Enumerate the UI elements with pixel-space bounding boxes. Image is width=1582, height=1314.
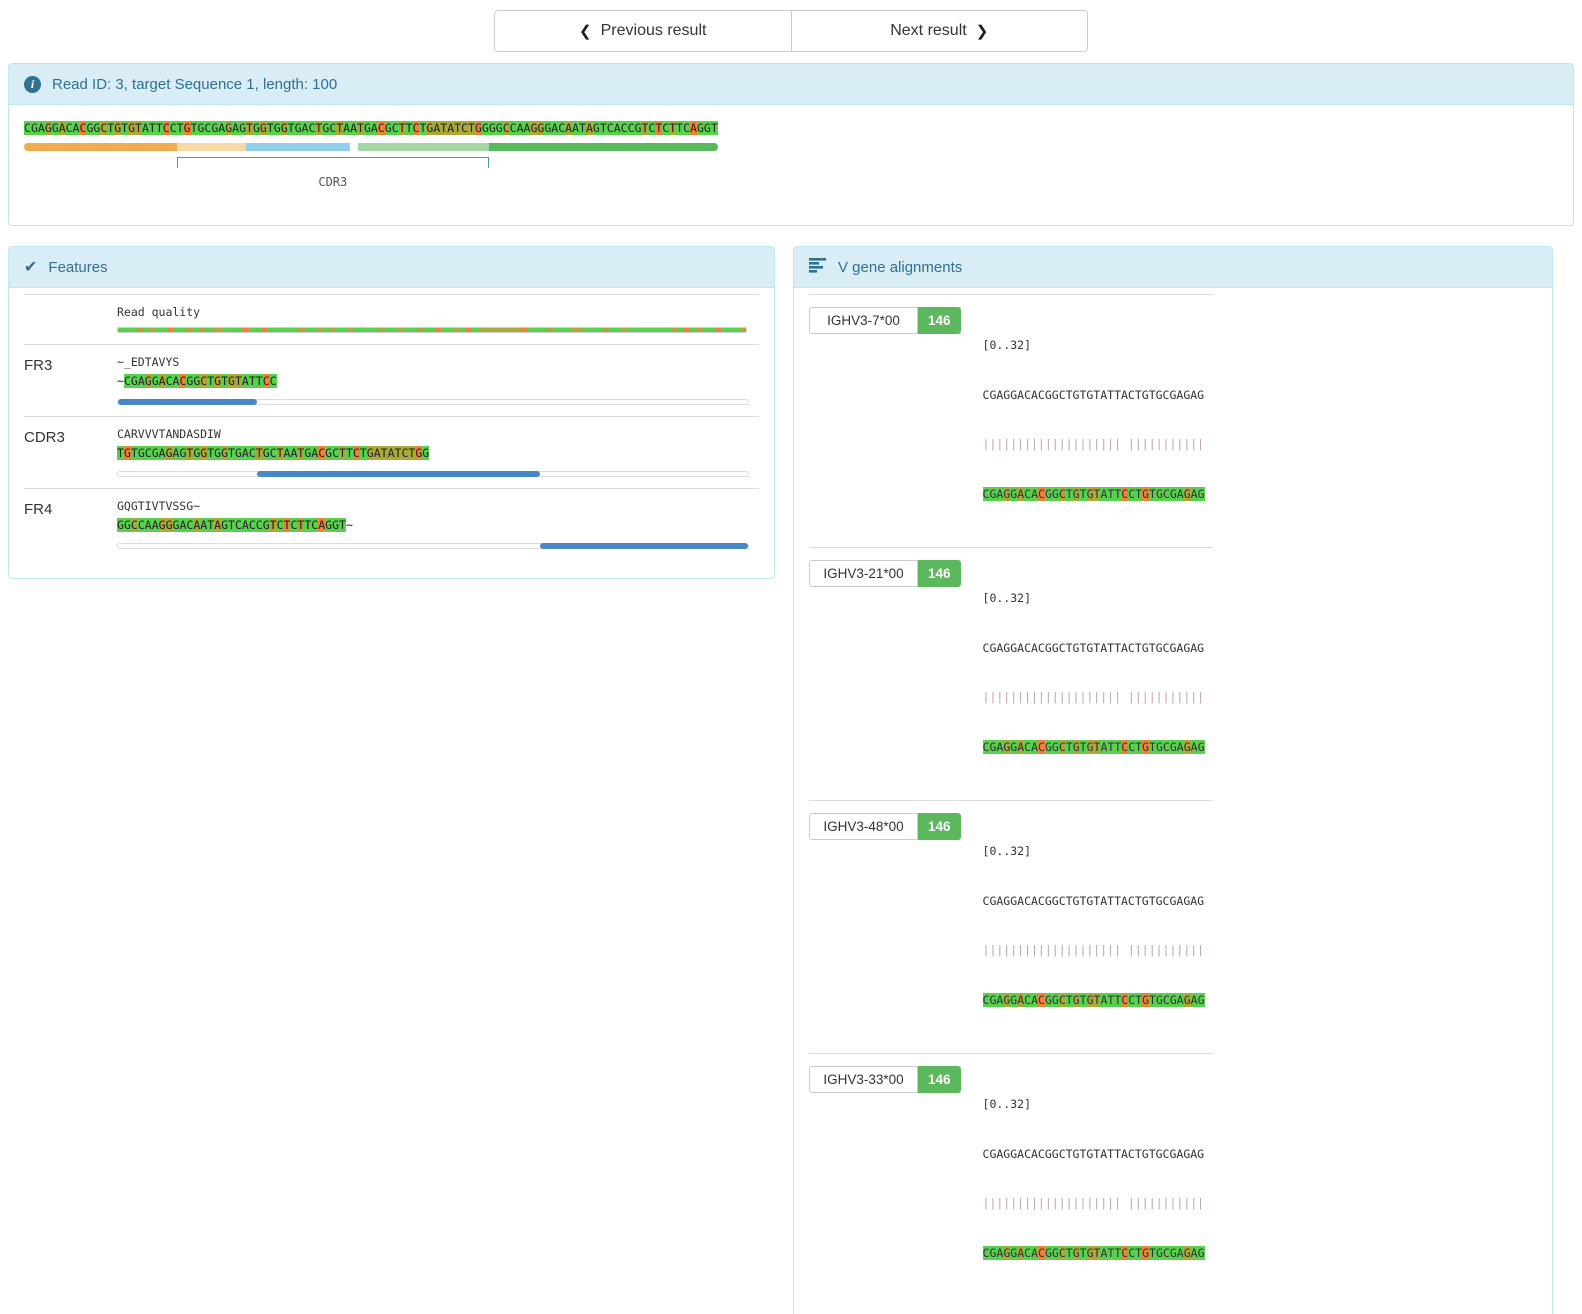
read-info-title: Read ID: 3, target Sequence 1, length: 1… <box>52 75 338 93</box>
alignment-read-sequence: CGAGGACACGGCTGTGTATTCCTGTGCGAGAG <box>982 992 1205 1007</box>
cdr3-bracket-label: CDR3 <box>318 175 348 189</box>
alignment-match-pipes: |||||||||||||||||||| ||||||||||| <box>982 1196 1205 1210</box>
features-header: ✔ Features <box>9 247 774 288</box>
feature-label: CDR3 <box>24 429 65 446</box>
alignment-row: IGHV3-33*00 146 [0..32] CGAGGACACGGCTGTG… <box>809 1053 1213 1306</box>
feature-nt-sequence: GGCCAAGGGACAATAGTCACCGTCTCTTCAGGT~ <box>117 518 353 532</box>
alignment-block: [0..32] CGAGGACACGGCTGTGTATTACTGTGCGAGAG… <box>982 1063 1205 1294</box>
alignment-score-badge: 146 <box>918 1066 961 1093</box>
read-info-panel: i Read ID: 3, target Sequence 1, length:… <box>8 63 1574 226</box>
read-info-header: i Read ID: 3, target Sequence 1, length:… <box>9 64 1573 105</box>
feature-nt-sequence: TGTGCGAGAGTGGTGGTGACTGCTAATGACGCTTCTGATA… <box>117 446 430 460</box>
alignment-match-pipes: |||||||||||||||||||| ||||||||||| <box>982 943 1205 957</box>
v-gene-alignments-header: V gene alignments <box>794 247 1552 288</box>
region-segment-j-segment <box>488 143 718 151</box>
feature-position-track <box>117 471 749 477</box>
feature-label <box>24 304 117 333</box>
feature-row: FR4 GQGTIVTVSSG~ GGCCAAGGGACAATAGTCACCGT… <box>24 488 759 560</box>
feature-position-fill <box>256 471 541 477</box>
read-quality-label: Read quality <box>117 305 201 319</box>
region-segment-j-cdr3-overlap <box>358 143 489 151</box>
alignment-read-sequence: CGAGGACACGGCTGTGTATTCCTGTGCGAGAG <box>982 1245 1205 1260</box>
gene-button-group: IGHV3-21*00 146 <box>809 560 961 587</box>
feature-position-fill <box>540 543 748 549</box>
alignment-score-badge: 146 <box>918 813 961 840</box>
v-gene-alignments-title: V gene alignments <box>838 258 963 276</box>
previous-result-button[interactable]: ❮ Previous result <box>495 11 792 51</box>
feature-row: FR3 ~_EDTAVYS ~CGAGGACACGGCTGTGTATTCC <box>24 344 759 416</box>
alignment-score-badge: 146 <box>918 560 961 587</box>
check-icon: ✔ <box>24 259 38 276</box>
region-segment-d-segment <box>246 143 351 151</box>
region-bar <box>24 143 718 151</box>
alignment-score-badge: 146 <box>918 307 961 334</box>
alignment-row: IGHV3-21*00 146 [0..32] CGAGGACACGGCTGTG… <box>809 547 1213 800</box>
alignment-match-pipes: |||||||||||||||||||| ||||||||||| <box>982 437 1205 451</box>
feature-position-fill <box>118 399 257 405</box>
alignment-row: IGHV3-48*00 146 [0..32] CGAGGACACGGCTGTG… <box>809 800 1213 1053</box>
info-icon: i <box>24 75 41 93</box>
v-gene-alignments-panel: V gene alignments IGHV3-7*00 146 [0..32]… <box>793 246 1553 1314</box>
alignment-block: [0..32] CGAGGACACGGCTGTGTATTACTGTGCGAGAG… <box>982 557 1205 788</box>
alignment-block: [0..32] CGAGGACACGGCTGTGTATTACTGTGCGAGAG… <box>982 810 1205 1041</box>
region-segment-v-segment <box>24 143 177 151</box>
next-result-label: Next result <box>890 22 967 39</box>
alignment-read-sequence: CGAGGACACGGCTGTGTATTCCTGTGCGAGAG <box>982 739 1205 754</box>
region-segment-gap <box>350 143 358 151</box>
alignment-ref-sequence: CGAGGACACGGCTGTGTATTACTGTGCGAGAG <box>982 1146 1205 1161</box>
gene-button-group: IGHV3-7*00 146 <box>809 307 961 334</box>
feature-aa-sequence: GQGTIVTVSSG~ <box>117 499 201 513</box>
chevron-right-icon: ❯ <box>975 23 989 40</box>
feature-nt-sequence: ~CGAGGACACGGCTGTGTATTCC <box>117 374 277 388</box>
gene-button[interactable]: IGHV3-33*00 <box>809 1066 918 1093</box>
read-quality-strip <box>117 327 747 333</box>
gene-button[interactable]: IGHV3-7*00 <box>809 307 918 334</box>
feature-label: FR4 <box>24 501 53 518</box>
gene-button[interactable]: IGHV3-21*00 <box>809 560 918 587</box>
region-segment-v-cdr3-overlap <box>176 143 247 151</box>
alignment-range: [0..32] <box>982 338 1031 352</box>
cdr3-bracket <box>176 157 489 168</box>
read-quality-row: Read quality <box>24 294 759 344</box>
feature-position-track <box>117 543 749 549</box>
next-result-button[interactable]: Next result ❯ <box>791 11 1087 51</box>
gene-button-group: IGHV3-33*00 146 <box>809 1066 961 1093</box>
previous-result-label: Previous result <box>600 22 707 39</box>
alignment-block: [0..32] CGAGGACACGGCTGTGTATTACTGTGCGAGAG… <box>982 304 1205 535</box>
alignment-read-sequence: CGAGGACACGGCTGTGTATTCCTGTGCGAGAG <box>982 486 1205 501</box>
alignment-ref-sequence: CGAGGACACGGCTGTGTATTACTGTGCGAGAG <box>982 893 1205 908</box>
feature-aa-sequence: CARVVVTANDASDIW <box>117 427 221 441</box>
alignment-ref-sequence: CGAGGACACGGCTGTGTATTACTGTGCGAGAG <box>982 640 1205 655</box>
read-sequence: CGAGGACACGGCTGTGTATTCCTGTGCGAGAGTGGTGGTG… <box>24 121 718 135</box>
alignment-ref-sequence: CGAGGACACGGCTGTGTATTACTGTGCGAGAG <box>982 387 1205 402</box>
gene-button[interactable]: IGHV3-48*00 <box>809 813 918 840</box>
features-title: Features <box>48 258 108 276</box>
feature-label: FR3 <box>24 357 53 374</box>
result-pager: ❮ Previous result Next result ❯ <box>494 10 1088 52</box>
feature-aa-sequence: ~_EDTAVYS <box>117 355 180 369</box>
alignment-range: [0..32] <box>982 844 1031 858</box>
align-left-icon <box>809 257 827 277</box>
chevron-left-icon: ❮ <box>579 23 592 40</box>
alignment-range: [0..32] <box>982 591 1031 605</box>
feature-row: CDR3 CARVVVTANDASDIW TGTGCGAGAGTGGTGGTGA… <box>24 416 759 488</box>
gene-button-group: IGHV3-48*00 146 <box>809 813 961 840</box>
alignment-row: IGHV3-7*00 146 [0..32] CGAGGACACGGCTGTGT… <box>809 294 1213 547</box>
cdr3-bracket-zone: CDR3 <box>24 155 718 197</box>
feature-position-track <box>117 399 749 405</box>
alignment-match-pipes: |||||||||||||||||||| ||||||||||| <box>982 690 1205 704</box>
features-panel: ✔ Features Read quality FR3 ~_EDTAVYS ~C… <box>8 246 775 579</box>
alignment-range: [0..32] <box>982 1097 1031 1111</box>
